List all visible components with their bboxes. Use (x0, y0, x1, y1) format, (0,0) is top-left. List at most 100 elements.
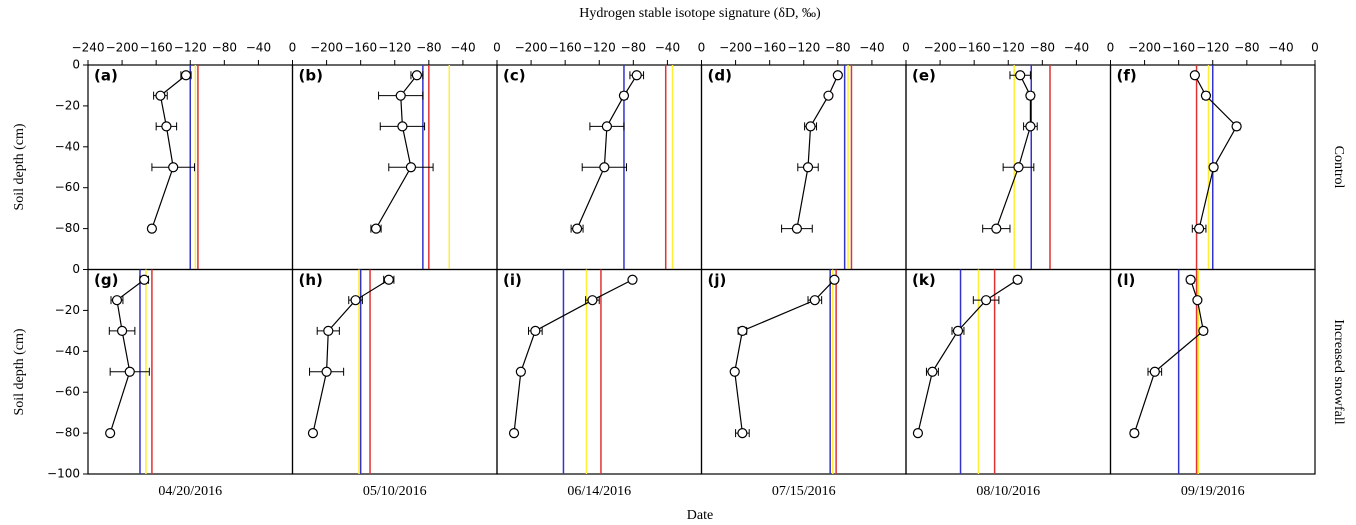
x-tick-label: −40 (655, 41, 680, 55)
y-axis-label: Soil depth (cm) (12, 123, 27, 210)
data-point (383, 274, 394, 285)
panel-label: (b) (299, 67, 323, 85)
x-tick-label: −80 (621, 41, 646, 55)
panel-label: (c) (503, 67, 526, 85)
panel-label: (j) (708, 271, 727, 289)
panel-label: (d) (708, 67, 732, 85)
x-tick-label: −200 (1128, 41, 1161, 55)
data-point (397, 121, 408, 132)
x-tick-label: −120 (378, 41, 411, 55)
profile-line (734, 279, 835, 434)
date-label: 04/20/2016 (158, 484, 222, 499)
x-tick-label: −40 (246, 41, 271, 55)
y-tick-label: −20 (55, 98, 80, 112)
panel-frame (1109, 268, 1316, 475)
data-point (1185, 274, 1196, 285)
x-axis-label: Date (687, 508, 713, 523)
data-point (1025, 121, 1036, 132)
row-label: Control (1331, 146, 1346, 189)
x-tick-label: 0 (289, 41, 297, 55)
data-point (1198, 325, 1209, 336)
panel-label: (a) (94, 67, 118, 85)
x-tick-label: −80 (416, 41, 441, 55)
date-label: 06/14/2016 (567, 484, 631, 499)
panel-label: (k) (912, 271, 936, 289)
y-tick-label: −80 (55, 221, 80, 235)
x-tick-label: −200 (106, 41, 139, 55)
x-tick-label: −80 (212, 41, 237, 55)
x-tick-label: 0 (1311, 41, 1319, 55)
data-point (1025, 90, 1036, 101)
data-point (116, 325, 128, 336)
x-tick-label: −40 (450, 41, 475, 55)
x-tick-label: 0 (493, 41, 501, 55)
date-label: 07/15/2016 (772, 484, 836, 499)
data-point (1231, 121, 1242, 132)
x-tick-label: −120 (174, 41, 207, 55)
date-label: 05/10/2016 (363, 484, 427, 499)
row-label: Increased snowfall (1331, 319, 1346, 424)
x-tick-label: −200 (719, 41, 752, 55)
data-point (912, 428, 924, 439)
data-point (180, 70, 192, 81)
x-tick-label: −120 (1196, 41, 1229, 55)
data-point (350, 295, 361, 306)
y-tick-label: −80 (55, 426, 80, 440)
date-label: 08/10/2016 (976, 484, 1040, 499)
data-point (1012, 274, 1023, 285)
data-point (823, 90, 834, 101)
data-point (1194, 223, 1205, 234)
x-tick-label: −80 (825, 41, 850, 55)
data-point (927, 366, 938, 377)
profile-line (1194, 74, 1238, 229)
data-point (1192, 295, 1203, 306)
data-point (832, 70, 843, 81)
data-point (168, 162, 179, 173)
y-tick-label: 0 (72, 262, 80, 276)
data-point (829, 274, 840, 285)
x-tick-label: −160 (1162, 41, 1195, 55)
x-tick-label: −40 (1268, 41, 1293, 55)
x-tick-label: −40 (1064, 41, 1089, 55)
x-tick-label: −200 (515, 41, 548, 55)
profile-line (312, 279, 390, 434)
chart-title: Hydrogen stable isotope signature (δD, ‰… (579, 6, 821, 21)
data-point (805, 121, 816, 132)
data-point (587, 295, 598, 306)
x-tick-label: −40 (859, 41, 884, 55)
data-point (980, 295, 992, 306)
profile-line (513, 279, 633, 434)
y-tick-label: −60 (55, 180, 80, 194)
panel-label: (g) (94, 271, 118, 289)
x-tick-label: −160 (753, 41, 786, 55)
data-point (139, 274, 150, 285)
y-tick-label: −60 (55, 385, 80, 399)
data-point (1149, 366, 1160, 377)
data-point (1129, 428, 1140, 439)
data-point (737, 428, 748, 439)
x-tick-label: −120 (583, 41, 616, 55)
data-point (161, 121, 172, 132)
data-point (802, 162, 814, 173)
x-tick-label: 0 (902, 41, 910, 55)
data-point (1189, 70, 1200, 81)
data-point (411, 70, 423, 81)
x-tick-label: −160 (958, 41, 991, 55)
x-tick-label: −120 (787, 41, 820, 55)
y-tick-label: −100 (47, 467, 80, 481)
data-point (991, 223, 1002, 234)
y-tick-label: −40 (55, 344, 80, 358)
data-point (729, 366, 740, 377)
data-point (791, 223, 803, 234)
data-point (1013, 162, 1024, 173)
data-point (1015, 70, 1026, 81)
data-point (321, 366, 332, 377)
panel-label: (l) (1117, 271, 1136, 289)
x-tick-label: −80 (1030, 41, 1055, 55)
profile-line (917, 279, 1018, 434)
data-point (618, 90, 630, 101)
y-tick-label: −20 (55, 303, 80, 317)
data-point (530, 325, 541, 336)
data-point (515, 366, 526, 377)
